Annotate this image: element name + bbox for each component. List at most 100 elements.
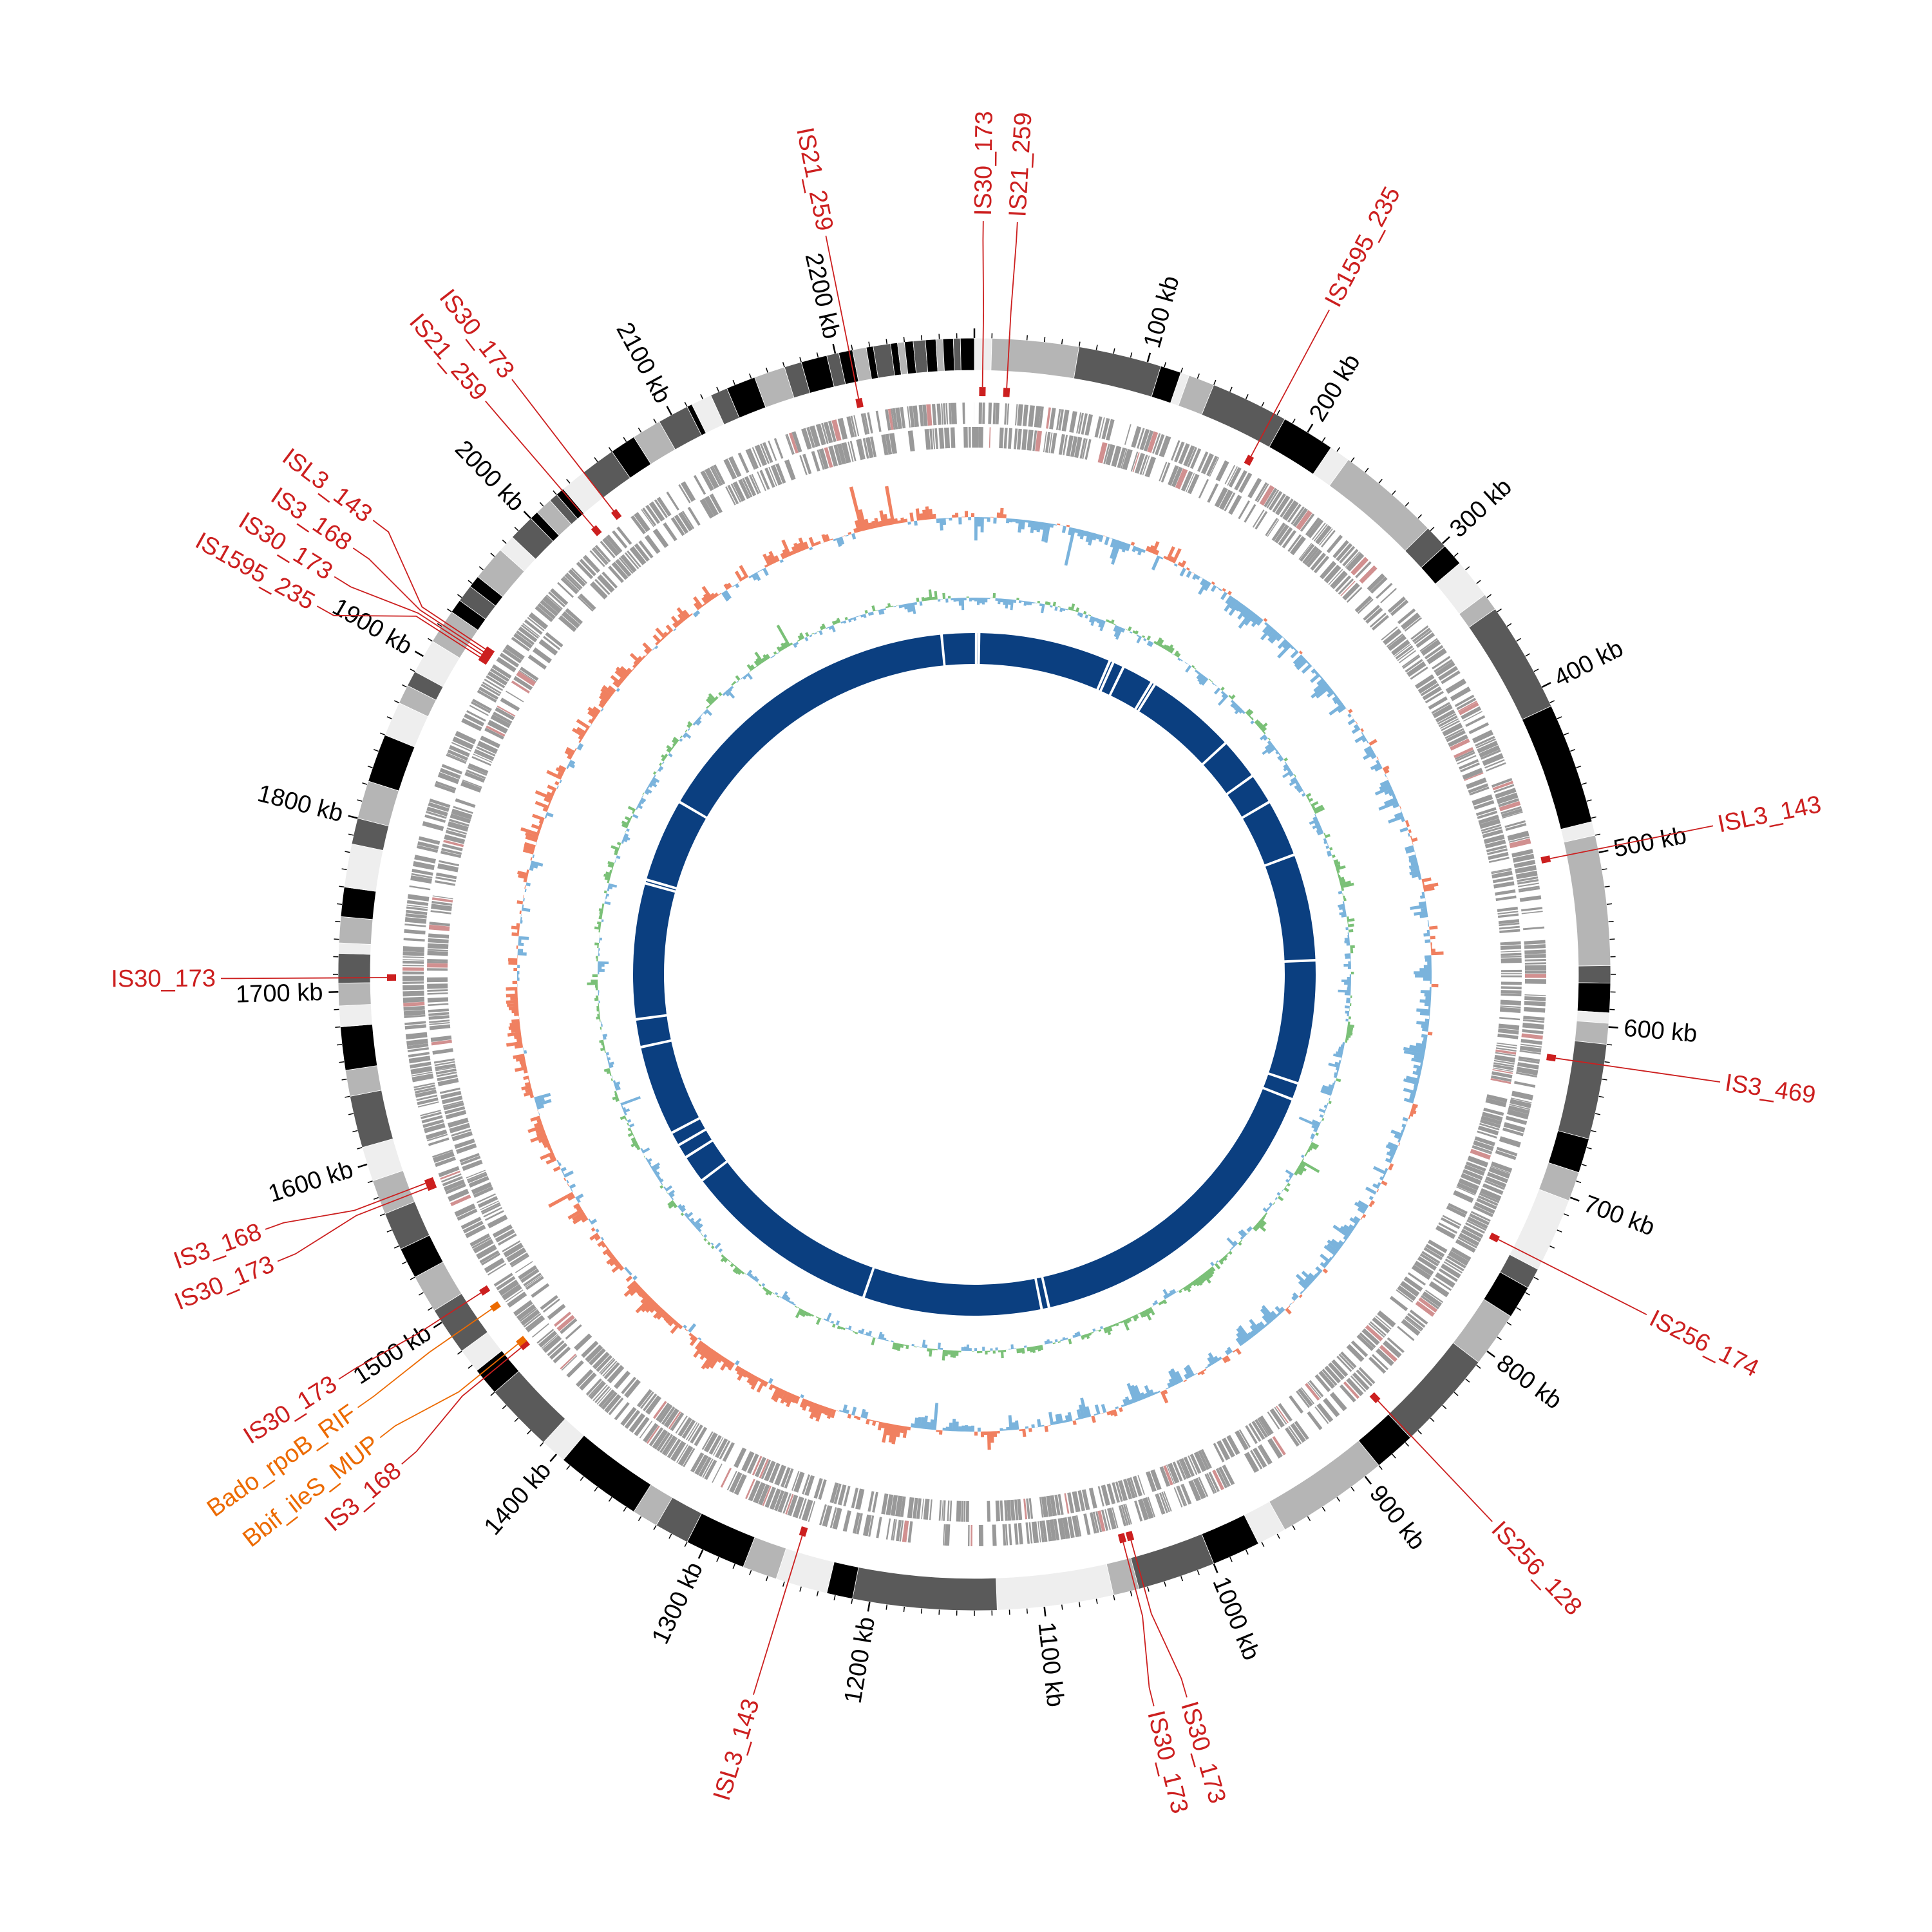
cds-feature xyxy=(661,1435,677,1455)
cds-feature xyxy=(1326,535,1343,553)
cds-feature xyxy=(437,863,459,873)
cds-feature xyxy=(483,1207,503,1218)
cds-feature xyxy=(1492,781,1513,791)
cds-feature xyxy=(600,540,616,558)
annotation-leader-line xyxy=(1006,222,1018,388)
cds-feature xyxy=(1501,958,1522,963)
is-element-label: IS256_174 xyxy=(1645,1305,1763,1382)
cds-feature xyxy=(437,1077,459,1086)
cds-feature xyxy=(405,913,427,919)
cds-feature xyxy=(1083,1513,1091,1535)
cds-feature xyxy=(646,1425,660,1444)
cds-feature xyxy=(566,1360,584,1378)
cds-feature xyxy=(1180,1483,1192,1505)
cds-feature xyxy=(1486,1094,1508,1103)
cds-feature xyxy=(451,1128,471,1137)
cds-feature xyxy=(435,880,456,886)
cds-feature xyxy=(1072,1491,1081,1513)
cds-feature xyxy=(1386,633,1404,648)
cds-feature xyxy=(1359,565,1378,584)
minor-tick xyxy=(1061,339,1063,345)
cds-feature xyxy=(574,1333,592,1351)
cds-feature xyxy=(710,466,722,486)
cds-feature xyxy=(1521,907,1543,912)
cds-feature xyxy=(1338,1353,1354,1370)
cds-feature xyxy=(414,855,436,864)
cds-feature xyxy=(1062,435,1068,455)
cds-feature xyxy=(1215,460,1229,482)
cds-feature xyxy=(680,481,696,502)
minor-tick xyxy=(886,1604,888,1610)
cds-feature xyxy=(518,626,538,643)
cds-feature xyxy=(1350,556,1369,576)
minor-tick xyxy=(716,1557,719,1562)
cds-feature xyxy=(945,403,949,425)
cds-feature xyxy=(1122,1479,1133,1500)
cds-feature xyxy=(1438,715,1458,728)
cds-feature xyxy=(1446,1255,1466,1269)
cds-feature xyxy=(1061,410,1070,431)
minor-tick xyxy=(594,457,598,462)
cds-feature xyxy=(1026,1498,1030,1519)
cds-feature xyxy=(404,929,426,935)
cds-feature xyxy=(972,427,974,448)
cds-feature xyxy=(1245,1425,1258,1444)
cds-feature xyxy=(963,427,968,448)
minor-tick xyxy=(782,362,785,368)
cds-feature xyxy=(1189,1454,1202,1474)
cds-feature xyxy=(1466,1219,1486,1231)
minor-tick xyxy=(1549,700,1555,704)
cds-feature xyxy=(1437,713,1457,725)
cds-feature xyxy=(402,981,424,984)
cds-feature xyxy=(1267,519,1280,537)
cds-feature xyxy=(1152,433,1161,454)
cds-feature xyxy=(1438,1222,1457,1234)
minor-tick xyxy=(428,1307,433,1311)
cds-feature xyxy=(1450,1247,1472,1262)
cds-feature xyxy=(1334,575,1352,592)
cds-feature xyxy=(594,578,611,596)
cds-feature xyxy=(1457,755,1477,765)
cds-feature xyxy=(1226,1435,1240,1455)
minor-tick xyxy=(716,386,719,392)
cds-feature xyxy=(1267,1438,1283,1459)
minor-tick xyxy=(393,1245,399,1249)
cds-feature xyxy=(448,1188,469,1202)
cds-feature xyxy=(950,427,956,448)
cds-feature xyxy=(612,530,628,549)
cds-feature xyxy=(513,1300,533,1316)
is-element-label: IS30_173 xyxy=(970,111,998,216)
cds-feature xyxy=(1028,1498,1034,1519)
cds-feature xyxy=(764,1486,777,1508)
cds-feature xyxy=(1357,598,1374,614)
cds-feature xyxy=(440,1170,461,1180)
major-tick xyxy=(1569,1197,1580,1202)
cds-feature xyxy=(913,405,919,427)
cds-feature xyxy=(554,1311,572,1327)
cds-feature xyxy=(1515,865,1537,874)
cds-feature xyxy=(1041,1496,1048,1518)
cds-feature xyxy=(1336,1356,1352,1372)
cds-feature xyxy=(780,1466,791,1488)
signal-negative xyxy=(598,598,1351,1351)
cds-feature xyxy=(770,464,782,486)
cds-feature xyxy=(1328,1362,1345,1381)
cds-feature xyxy=(412,1073,434,1083)
cds-feature xyxy=(1493,784,1515,793)
cds-feature xyxy=(513,676,533,691)
cds-feature xyxy=(889,433,898,454)
cds-feature xyxy=(563,576,580,592)
cds-feature xyxy=(785,1493,794,1515)
cds-feature xyxy=(1485,1176,1507,1188)
is-element-mark xyxy=(483,646,495,657)
cds-feature xyxy=(926,404,933,426)
cds-feature xyxy=(415,1089,437,1098)
cds-feature xyxy=(577,596,594,612)
cds-feature xyxy=(473,1186,494,1198)
cds-feature xyxy=(1268,491,1283,511)
minor-tick xyxy=(1321,1506,1326,1512)
cds-feature xyxy=(1350,1340,1368,1358)
cds-feature xyxy=(434,783,456,793)
minor-tick xyxy=(468,580,473,584)
cds-feature xyxy=(402,951,424,956)
